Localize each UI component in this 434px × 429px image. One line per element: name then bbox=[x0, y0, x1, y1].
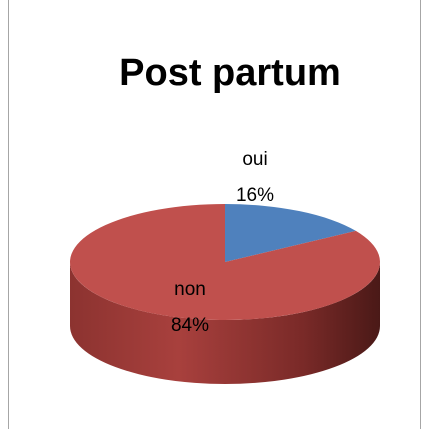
pie-side bbox=[70, 262, 380, 384]
pie-slice bbox=[225, 204, 356, 262]
slice-label: oui bbox=[242, 149, 267, 170]
pie-slice bbox=[69, 204, 380, 320]
slice-label: non bbox=[174, 279, 206, 300]
chart-title: Post partum bbox=[119, 52, 341, 94]
slice-value-label: 84% bbox=[171, 315, 209, 336]
slice-value-label: 16% bbox=[236, 185, 274, 206]
